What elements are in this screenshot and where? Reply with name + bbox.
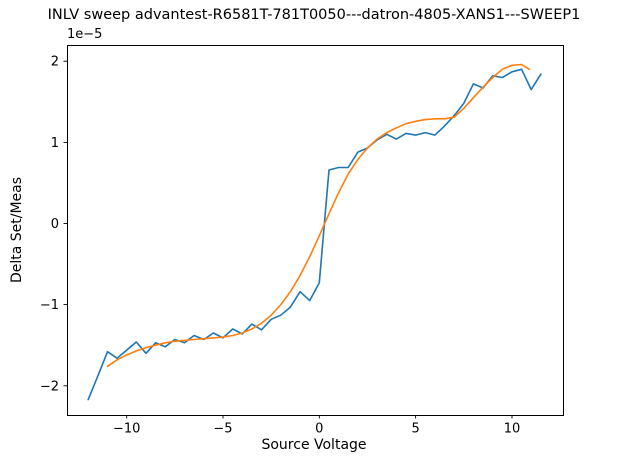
x-axis-label: Source Voltage [261, 437, 367, 453]
y-tick-label: −1 [40, 298, 59, 313]
axes-frame [67, 45, 564, 416]
x-tick-label: −5 [213, 422, 232, 437]
x-tick-label: −10 [113, 422, 140, 437]
y-tick-label: 1 [51, 136, 59, 151]
x-tick-label: 5 [411, 422, 419, 437]
y-tick-label: 2 [51, 55, 59, 70]
x-tick-label: 10 [504, 422, 521, 437]
y-axis-offset-text: 1e−5 [67, 27, 103, 42]
y-tick-label: −2 [40, 379, 59, 394]
x-tick-label: 0 [315, 422, 323, 437]
y-tick-label: 0 [51, 217, 59, 232]
series-orange-line [106, 63, 531, 368]
series-blue-line [87, 68, 542, 401]
chart-title: INLV sweep advantest-R6581T-781T0050---d… [47, 7, 581, 23]
